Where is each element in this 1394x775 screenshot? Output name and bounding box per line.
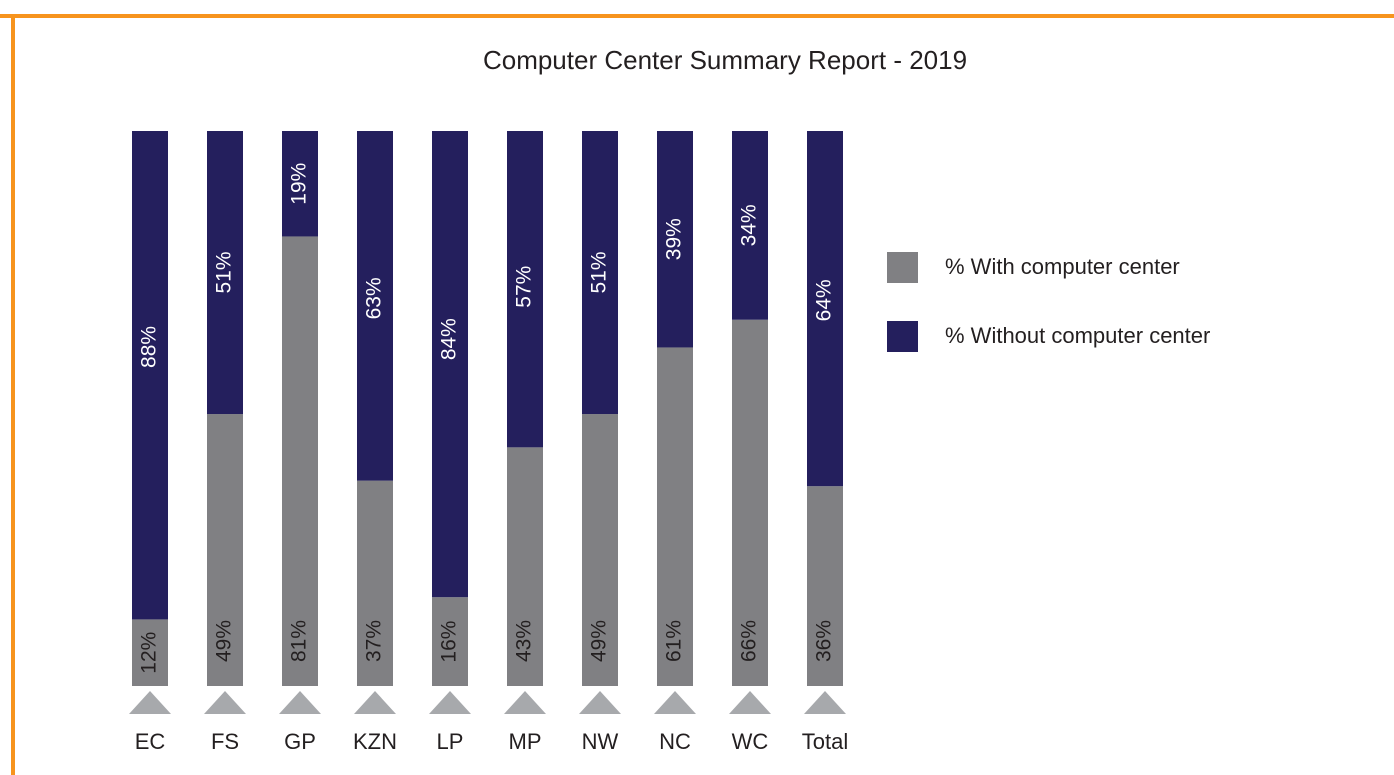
data-label: 16% (438, 621, 461, 663)
x-tick-label: FS (211, 729, 239, 754)
bar-segment (357, 131, 393, 481)
data-label: 51% (213, 252, 236, 294)
data-label: 64% (813, 279, 836, 321)
legend-label: % With computer center (945, 254, 1180, 279)
legend-swatch (887, 252, 918, 283)
data-label: 88% (138, 326, 161, 368)
data-label: 81% (288, 620, 311, 662)
category-marker (504, 691, 546, 714)
bar-segment (282, 131, 318, 237)
bar-segment (507, 447, 543, 686)
data-label: 57% (513, 266, 536, 308)
bar-segment (657, 131, 693, 348)
category-marker (579, 691, 621, 714)
category-marker (354, 691, 396, 714)
bar-segment (432, 597, 468, 686)
data-label: 37% (363, 620, 386, 662)
bar-segment (807, 486, 843, 686)
bar-segment (807, 131, 843, 487)
bar-segment (582, 414, 618, 686)
x-tick-label: EC (135, 729, 166, 754)
bar-segment (432, 131, 468, 598)
data-label: 49% (213, 620, 236, 662)
data-label: 12% (138, 632, 161, 674)
x-tick-label: KZN (353, 729, 397, 754)
category-marker (279, 691, 321, 714)
chart-title: Computer Center Summary Report - 2019 (483, 45, 967, 75)
data-label: 49% (588, 620, 611, 662)
bar-segment (657, 347, 693, 686)
category-marker (804, 691, 846, 714)
bar-segment (732, 319, 768, 686)
x-tick-label: WC (732, 729, 769, 754)
data-label: 51% (588, 252, 611, 294)
bar-segment (357, 480, 393, 686)
bar-segment (282, 236, 318, 686)
category-marker (129, 691, 171, 714)
category-marker (429, 691, 471, 714)
x-tick-label: MP (509, 729, 542, 754)
data-label: 84% (438, 318, 461, 360)
bar-segment (582, 131, 618, 415)
category-marker (654, 691, 696, 714)
x-tick-label: NW (582, 729, 619, 754)
data-label: 19% (288, 163, 311, 205)
bar-segment (207, 131, 243, 415)
legend-swatch (887, 321, 918, 352)
category-marker (204, 691, 246, 714)
bar-segment (732, 131, 768, 320)
bar-segment (132, 131, 168, 620)
data-label: 66% (738, 620, 761, 662)
legend-label: % Without computer center (945, 323, 1210, 348)
bar-segment (507, 131, 543, 448)
x-tick-label: Total (802, 729, 848, 754)
category-marker (729, 691, 771, 714)
x-tick-label: GP (284, 729, 316, 754)
x-tick-label: LP (437, 729, 464, 754)
data-label: 34% (738, 204, 761, 246)
data-label: 43% (513, 620, 536, 662)
x-tick-label: NC (659, 729, 691, 754)
data-label: 39% (663, 218, 686, 260)
data-label: 61% (663, 620, 686, 662)
data-label: 63% (363, 277, 386, 319)
bar-segment (132, 619, 168, 686)
bar-segment (207, 414, 243, 686)
data-label: 36% (813, 620, 836, 662)
